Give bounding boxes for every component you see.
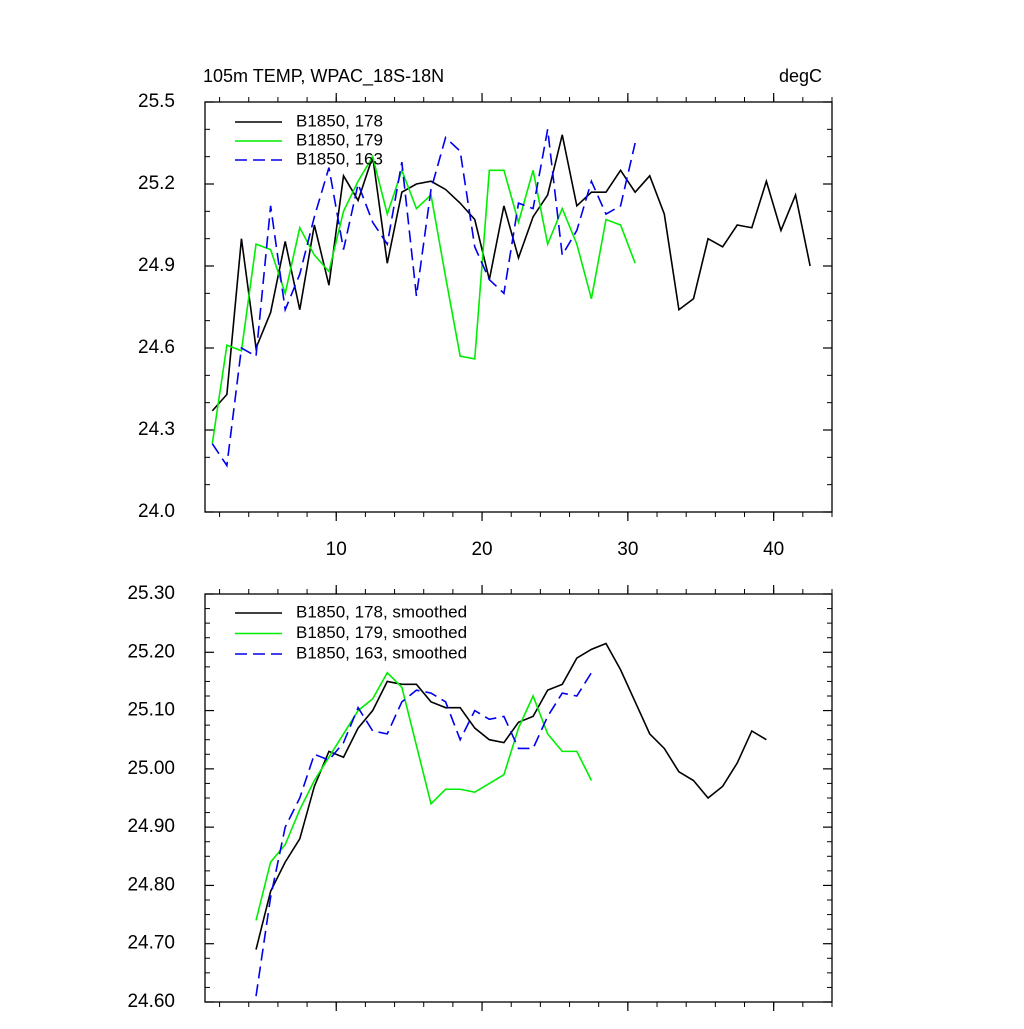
units-label: degC xyxy=(779,66,822,86)
y-tick-label: 25.10 xyxy=(127,700,175,721)
series-line xyxy=(211,134,811,412)
legend-label: B1850, 179 xyxy=(296,130,383,149)
y-tick-label: 24.3 xyxy=(138,419,175,440)
legend-label: B1850, 178 xyxy=(296,111,383,130)
x-tick-label: 20 xyxy=(471,539,492,560)
legend-label: B1850, 163 xyxy=(296,149,383,168)
y-tick-label: 24.60 xyxy=(127,991,175,1012)
y-tick-label: 24.90 xyxy=(127,816,175,837)
x-tick-label: 30 xyxy=(617,539,638,560)
y-tick-label: 25.30 xyxy=(127,583,175,604)
y-tick-label: 24.0 xyxy=(138,501,175,522)
series-line xyxy=(255,672,593,997)
y-tick-label: 25.5 xyxy=(138,91,175,112)
series-line xyxy=(211,154,636,444)
series-line xyxy=(255,671,593,921)
legend-label: B1850, 178, smoothed xyxy=(296,602,467,621)
y-tick-label: 24.6 xyxy=(138,337,175,358)
legend-label: B1850, 179, smoothed xyxy=(296,623,467,642)
y-tick-label: 25.00 xyxy=(127,758,175,779)
y-tick-label: 24.9 xyxy=(138,255,175,276)
y-tick-label: 25.2 xyxy=(138,173,175,194)
plot-frame xyxy=(204,101,833,513)
series-line xyxy=(211,129,636,468)
legend-label: B1850, 163, smoothed xyxy=(296,643,467,662)
chart-title: 105m TEMP, WPAC_18S-18N xyxy=(203,66,444,87)
series-line xyxy=(255,642,767,950)
x-tick-label: 40 xyxy=(763,539,784,560)
y-tick-label: 25.20 xyxy=(127,641,175,662)
y-tick-label: 24.80 xyxy=(127,874,175,895)
y-tick-label: 24.70 xyxy=(127,933,175,954)
x-tick-label: 10 xyxy=(326,539,347,560)
